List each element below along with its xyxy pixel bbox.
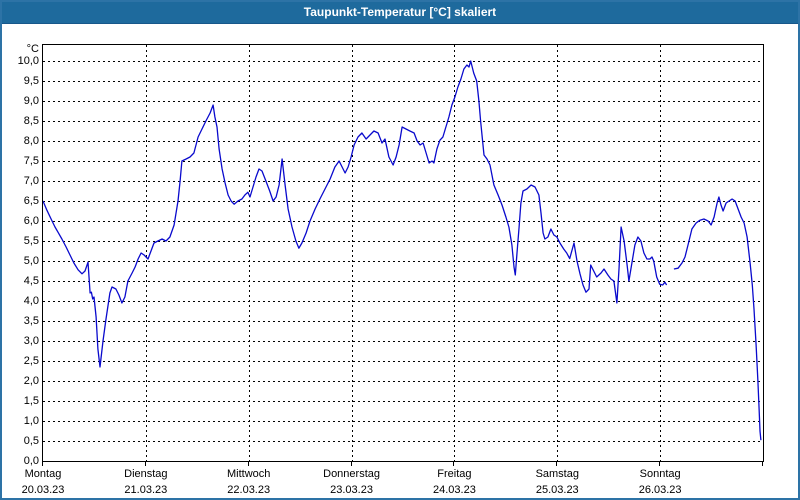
y-tick-label: 3,0 <box>23 335 39 347</box>
y-tick-label: 0,5 <box>23 435 39 447</box>
day-date-label: 24.03.23 <box>433 484 476 496</box>
day-date-label: 22.03.23 <box>227 484 271 496</box>
y-axis-unit-label: °C <box>26 43 39 55</box>
x-axis-tick <box>453 462 454 466</box>
y-tick-label: 6,0 <box>23 215 39 227</box>
y-tick-label: 3,5 <box>23 315 39 327</box>
title-bar: Taupunkt-Temperatur [°C] skaliert <box>2 2 798 24</box>
plot-area <box>42 44 764 462</box>
day-date-label: 26.03.23 <box>638 484 682 496</box>
dew-point-line <box>673 196 762 441</box>
dew-point-line <box>43 60 668 368</box>
day-date-label: 23.03.23 <box>330 484 373 496</box>
y-tick-label: 0,0 <box>23 455 39 467</box>
day-name-label: Dienstag <box>124 468 168 480</box>
day-date-label: 21.03.23 <box>124 484 168 496</box>
y-tick-label: 9,0 <box>23 95 39 107</box>
y-tick-label: 5,5 <box>23 235 39 247</box>
x-axis-tick <box>248 462 249 466</box>
y-tick-label: 2,0 <box>23 375 39 387</box>
day-name-label: Donnerstag <box>323 468 380 480</box>
chart-title: Taupunkt-Temperatur [°C] skaliert <box>303 5 497 19</box>
day-name-label: Montag <box>24 468 62 480</box>
day-name-label: Freitag <box>437 468 472 480</box>
y-tick-label: 7,5 <box>23 155 39 167</box>
day-date-label: 20.03.23 <box>21 484 65 496</box>
x-axis-tick <box>145 462 146 466</box>
y-tick-label: 1,0 <box>23 415 39 427</box>
x-axis-tick <box>659 462 660 466</box>
x-axis-tick <box>556 462 557 466</box>
x-axis-tick <box>762 462 763 466</box>
y-tick-label: 9,5 <box>23 75 39 87</box>
day-name-label: Mittwoch <box>227 468 271 480</box>
y-tick-label: 2,5 <box>23 355 39 367</box>
day-date-label: 25.03.23 <box>535 484 579 496</box>
y-tick-label: 4,5 <box>23 275 39 287</box>
x-axis-tick <box>42 462 43 466</box>
dew-point-chart-svg <box>43 45 763 461</box>
x-axis-tick <box>351 462 352 466</box>
y-tick-label: 5,0 <box>23 255 39 267</box>
day-name-label: Samstag <box>535 468 579 480</box>
day-name-label: Sonntag <box>639 468 681 480</box>
y-tick-label: 4,0 <box>23 295 39 307</box>
y-tick-label: 7,0 <box>23 175 39 187</box>
y-tick-label: 1,5 <box>23 395 39 407</box>
y-tick-label: 8,5 <box>23 115 39 127</box>
y-tick-label: 8,0 <box>23 135 39 147</box>
y-tick-label: 10,0 <box>17 55 39 67</box>
y-tick-label: 6,5 <box>23 195 39 207</box>
